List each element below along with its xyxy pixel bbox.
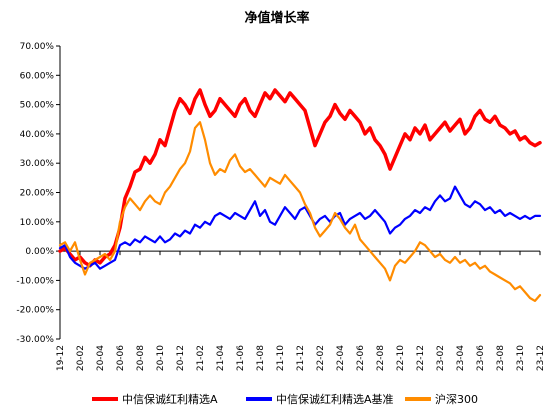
x-tick-label: 21-12 xyxy=(296,345,306,371)
x-tick-label: 23-02 xyxy=(436,345,446,371)
x-tick-label: 21-04 xyxy=(216,345,226,371)
series-line-2 xyxy=(58,185,542,270)
legend-label-2: 中信保诚红利精选A基准 xyxy=(276,392,394,406)
x-tick-label: 23-10 xyxy=(516,345,526,371)
x-tick-label: 22-08 xyxy=(376,345,386,371)
y-tick-label: 0.00% xyxy=(25,247,54,257)
y-tick-label: 30.00% xyxy=(20,159,55,169)
y-tick-label: -10.00% xyxy=(16,276,54,286)
legend-label-3: 沪深300 xyxy=(435,392,478,406)
x-tick-label: 21-06 xyxy=(236,345,246,371)
x-tick-label: 23-08 xyxy=(496,345,506,371)
x-tick-label: 22-06 xyxy=(356,345,366,371)
y-tick-label: -20.00% xyxy=(16,306,54,316)
axes: -30.00% -20.00% -10.00% 0.00% 10.00% 20.00% 30… xyxy=(16,42,546,371)
x-tick-label: 20-06 xyxy=(116,345,126,371)
y-tick-label: 70.00% xyxy=(20,42,55,52)
y-tick-label: 60.00% xyxy=(20,71,55,81)
series-line-1 xyxy=(58,88,542,268)
x-tick-label: 20-08 xyxy=(136,345,146,371)
y-tick-label: -30.00% xyxy=(16,335,54,345)
x-tick-label: 23-06 xyxy=(476,345,486,371)
y-tick-label: 20.00% xyxy=(20,189,55,199)
y-tick-label: 40.00% xyxy=(20,130,55,140)
legend-label-1: 中信保诚红利精选A xyxy=(122,392,218,406)
x-tick-label: 23-04 xyxy=(456,345,466,371)
legend: 中信保诚红利精选A 中信保诚红利精选A基准 沪深300 xyxy=(92,392,478,406)
x-tick-label: 20-02 xyxy=(76,345,86,371)
x-tick-label: 22-02 xyxy=(316,345,326,371)
x-tick-label: 22-12 xyxy=(416,345,426,371)
y-tick-label: 10.00% xyxy=(20,218,55,228)
x-tick-label: 22-04 xyxy=(336,345,346,371)
x-tick-label: 23-12 xyxy=(536,345,546,371)
chart-title: 净值增长率 xyxy=(244,10,309,26)
x-tick-label: 20-04 xyxy=(96,345,106,371)
y-tick-label: 50.00% xyxy=(20,101,55,111)
x-tick-label: 19-12 xyxy=(56,345,66,371)
x-tick-label: 21-02 xyxy=(196,345,206,371)
x-tick-label: 22-10 xyxy=(396,345,406,371)
x-tick-label: 21-08 xyxy=(256,345,266,371)
x-tick-label: 20-10 xyxy=(156,345,166,371)
series-line-3 xyxy=(58,121,542,302)
series-layer xyxy=(58,88,542,302)
x-tick-label: 21-10 xyxy=(276,345,286,371)
x-tick-label: 20-12 xyxy=(176,345,186,371)
